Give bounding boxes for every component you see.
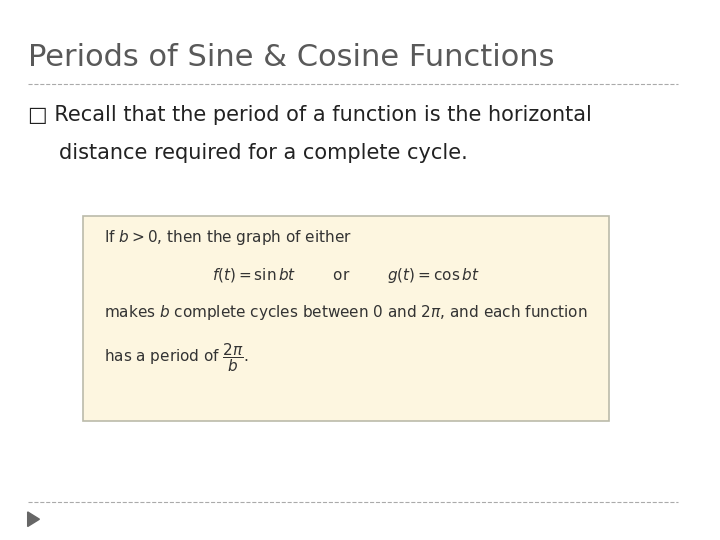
- Text: makes $b$ complete cycles between 0 and $2\pi$, and each function: makes $b$ complete cycles between 0 and …: [104, 303, 588, 322]
- Text: distance required for a complete cycle.: distance required for a complete cycle.: [59, 143, 467, 163]
- Text: Periods of Sine & Cosine Functions: Periods of Sine & Cosine Functions: [27, 43, 554, 72]
- Text: If $b > 0$, then the graph of either: If $b > 0$, then the graph of either: [104, 228, 351, 247]
- Text: $f(t) = \sin bt$        or        $g(t) = \cos bt$: $f(t) = \sin bt$ or $g(t) = \cos bt$: [212, 266, 480, 285]
- Text: □ Recall that the period of a function is the horizontal: □ Recall that the period of a function i…: [27, 105, 592, 125]
- Polygon shape: [27, 512, 40, 526]
- FancyBboxPatch shape: [83, 216, 609, 421]
- Text: has a period of $\dfrac{2\pi}{b}$.: has a period of $\dfrac{2\pi}{b}$.: [104, 341, 249, 374]
